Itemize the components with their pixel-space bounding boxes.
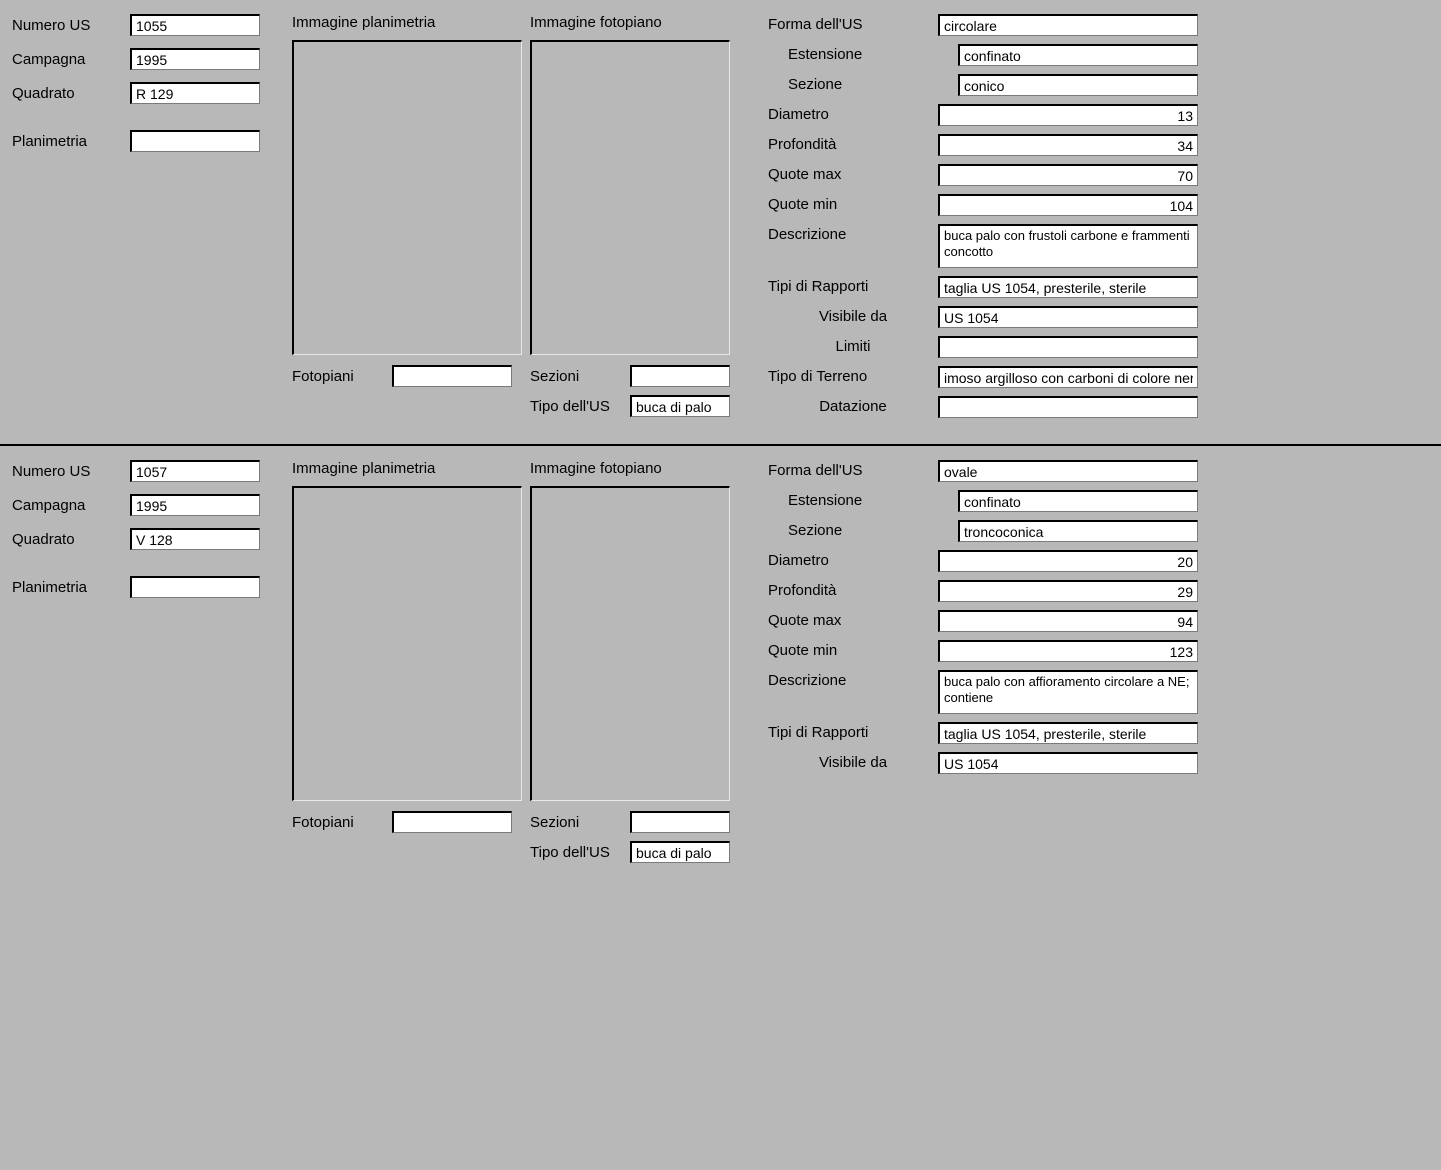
label-sezione: Sezione — [768, 520, 938, 539]
input-fotopiani[interactable] — [392, 811, 512, 833]
panel-planimetria — [292, 40, 522, 355]
left-identity-block: Numero US Campagna Quadrato Planimetria — [12, 456, 292, 610]
label-campagna: Campagna — [12, 51, 130, 68]
label-tipo-us: Tipo dell'US — [530, 844, 630, 861]
input-estensione[interactable] — [958, 490, 1198, 512]
input-quote-min[interactable] — [938, 194, 1198, 216]
label-sezioni: Sezioni — [530, 814, 630, 831]
label-estensione: Estensione — [768, 44, 938, 63]
input-quote-min[interactable] — [938, 640, 1198, 662]
panel-fotopiano — [530, 40, 730, 355]
input-visibile-da[interactable] — [938, 306, 1198, 328]
label-diametro: Diametro — [768, 550, 938, 569]
input-datazione[interactable] — [938, 396, 1198, 418]
label-immagine-planimetria: Immagine planimetria — [292, 460, 522, 480]
label-sezione: Sezione — [768, 74, 938, 93]
input-limiti[interactable] — [938, 336, 1198, 358]
input-descrizione[interactable]: buca palo con frustoli carbone e frammen… — [938, 224, 1198, 268]
label-sezioni: Sezioni — [530, 368, 630, 385]
label-immagine-fotopiano: Immagine fotopiano — [530, 14, 730, 34]
label-diametro: Diametro — [768, 104, 938, 123]
label-tipo-us: Tipo dell'US — [530, 398, 630, 415]
label-quote-min: Quote min — [768, 194, 938, 213]
label-forma-us: Forma dell'US — [768, 460, 938, 479]
label-tipi-rapporti: Tipi di Rapporti — [768, 276, 938, 295]
input-sezione[interactable] — [958, 74, 1198, 96]
input-estensione[interactable] — [958, 44, 1198, 66]
input-tipi-rapporti[interactable] — [938, 722, 1198, 744]
label-quote-max: Quote max — [768, 164, 938, 183]
input-tipo-us[interactable] — [630, 395, 730, 417]
input-campagna[interactable] — [130, 48, 260, 70]
input-visibile-da[interactable] — [938, 752, 1198, 774]
input-forma-us[interactable] — [938, 460, 1198, 482]
label-fotopiani: Fotopiani — [292, 814, 392, 831]
input-descrizione[interactable]: buca palo con affioramento circolare a N… — [938, 670, 1198, 714]
input-forma-us[interactable] — [938, 14, 1198, 36]
input-quote-max[interactable] — [938, 164, 1198, 186]
attributes-block: Forma dell'US Estensione Sezione Diametr… — [752, 10, 1429, 426]
left-identity-block: Numero US Campagna Quadrato Planimetria — [12, 10, 292, 164]
input-profondita[interactable] — [938, 134, 1198, 156]
panel-fotopiano — [530, 486, 730, 801]
image-panels-block: Immagine planimetria Immagine fotopiano … — [292, 456, 752, 871]
label-tipi-rapporti: Tipi di Rapporti — [768, 722, 938, 741]
label-planimetria: Planimetria — [12, 133, 130, 150]
label-numero-us: Numero US — [12, 463, 130, 480]
label-quote-max: Quote max — [768, 610, 938, 629]
label-immagine-planimetria: Immagine planimetria — [292, 14, 522, 34]
label-quadrato: Quadrato — [12, 531, 130, 548]
us-record: Numero US Campagna Quadrato Planimetria — [0, 446, 1441, 889]
input-sezioni[interactable] — [630, 811, 730, 833]
image-panels-block: Immagine planimetria Immagine fotopiano … — [292, 10, 752, 425]
panel-planimetria — [292, 486, 522, 801]
label-quadrato: Quadrato — [12, 85, 130, 102]
input-quote-max[interactable] — [938, 610, 1198, 632]
input-numero-us[interactable] — [130, 14, 260, 36]
label-profondita: Profondità — [768, 134, 938, 153]
input-tipo-terreno[interactable] — [938, 366, 1198, 388]
input-sezione[interactable] — [958, 520, 1198, 542]
attributes-block: Forma dell'US Estensione Sezione Diametr… — [752, 456, 1429, 782]
input-quadrato[interactable] — [130, 528, 260, 550]
label-visibile-da: Visibile da — [768, 306, 938, 325]
input-numero-us[interactable] — [130, 460, 260, 482]
input-sezioni[interactable] — [630, 365, 730, 387]
label-tipo-terreno: Tipo di Terreno — [768, 366, 938, 385]
input-quadrato[interactable] — [130, 82, 260, 104]
label-numero-us: Numero US — [12, 17, 130, 34]
us-record: Numero US Campagna Quadrato Planimetria — [0, 0, 1441, 444]
label-profondita: Profondità — [768, 580, 938, 599]
input-campagna[interactable] — [130, 494, 260, 516]
input-profondita[interactable] — [938, 580, 1198, 602]
label-immagine-fotopiano: Immagine fotopiano — [530, 460, 730, 480]
label-campagna: Campagna — [12, 497, 130, 514]
input-planimetria[interactable] — [130, 576, 260, 598]
label-descrizione: Descrizione — [768, 670, 938, 689]
input-tipi-rapporti[interactable] — [938, 276, 1198, 298]
label-estensione: Estensione — [768, 490, 938, 509]
input-diametro[interactable] — [938, 104, 1198, 126]
input-planimetria[interactable] — [130, 130, 260, 152]
label-forma-us: Forma dell'US — [768, 14, 938, 33]
label-visibile-da: Visibile da — [768, 752, 938, 771]
label-descrizione: Descrizione — [768, 224, 938, 243]
input-fotopiani[interactable] — [392, 365, 512, 387]
label-datazione: Datazione — [768, 396, 938, 415]
label-planimetria: Planimetria — [12, 579, 130, 596]
label-limiti: Limiti — [768, 336, 938, 355]
input-diametro[interactable] — [938, 550, 1198, 572]
label-quote-min: Quote min — [768, 640, 938, 659]
input-tipo-us[interactable] — [630, 841, 730, 863]
label-fotopiani: Fotopiani — [292, 368, 392, 385]
